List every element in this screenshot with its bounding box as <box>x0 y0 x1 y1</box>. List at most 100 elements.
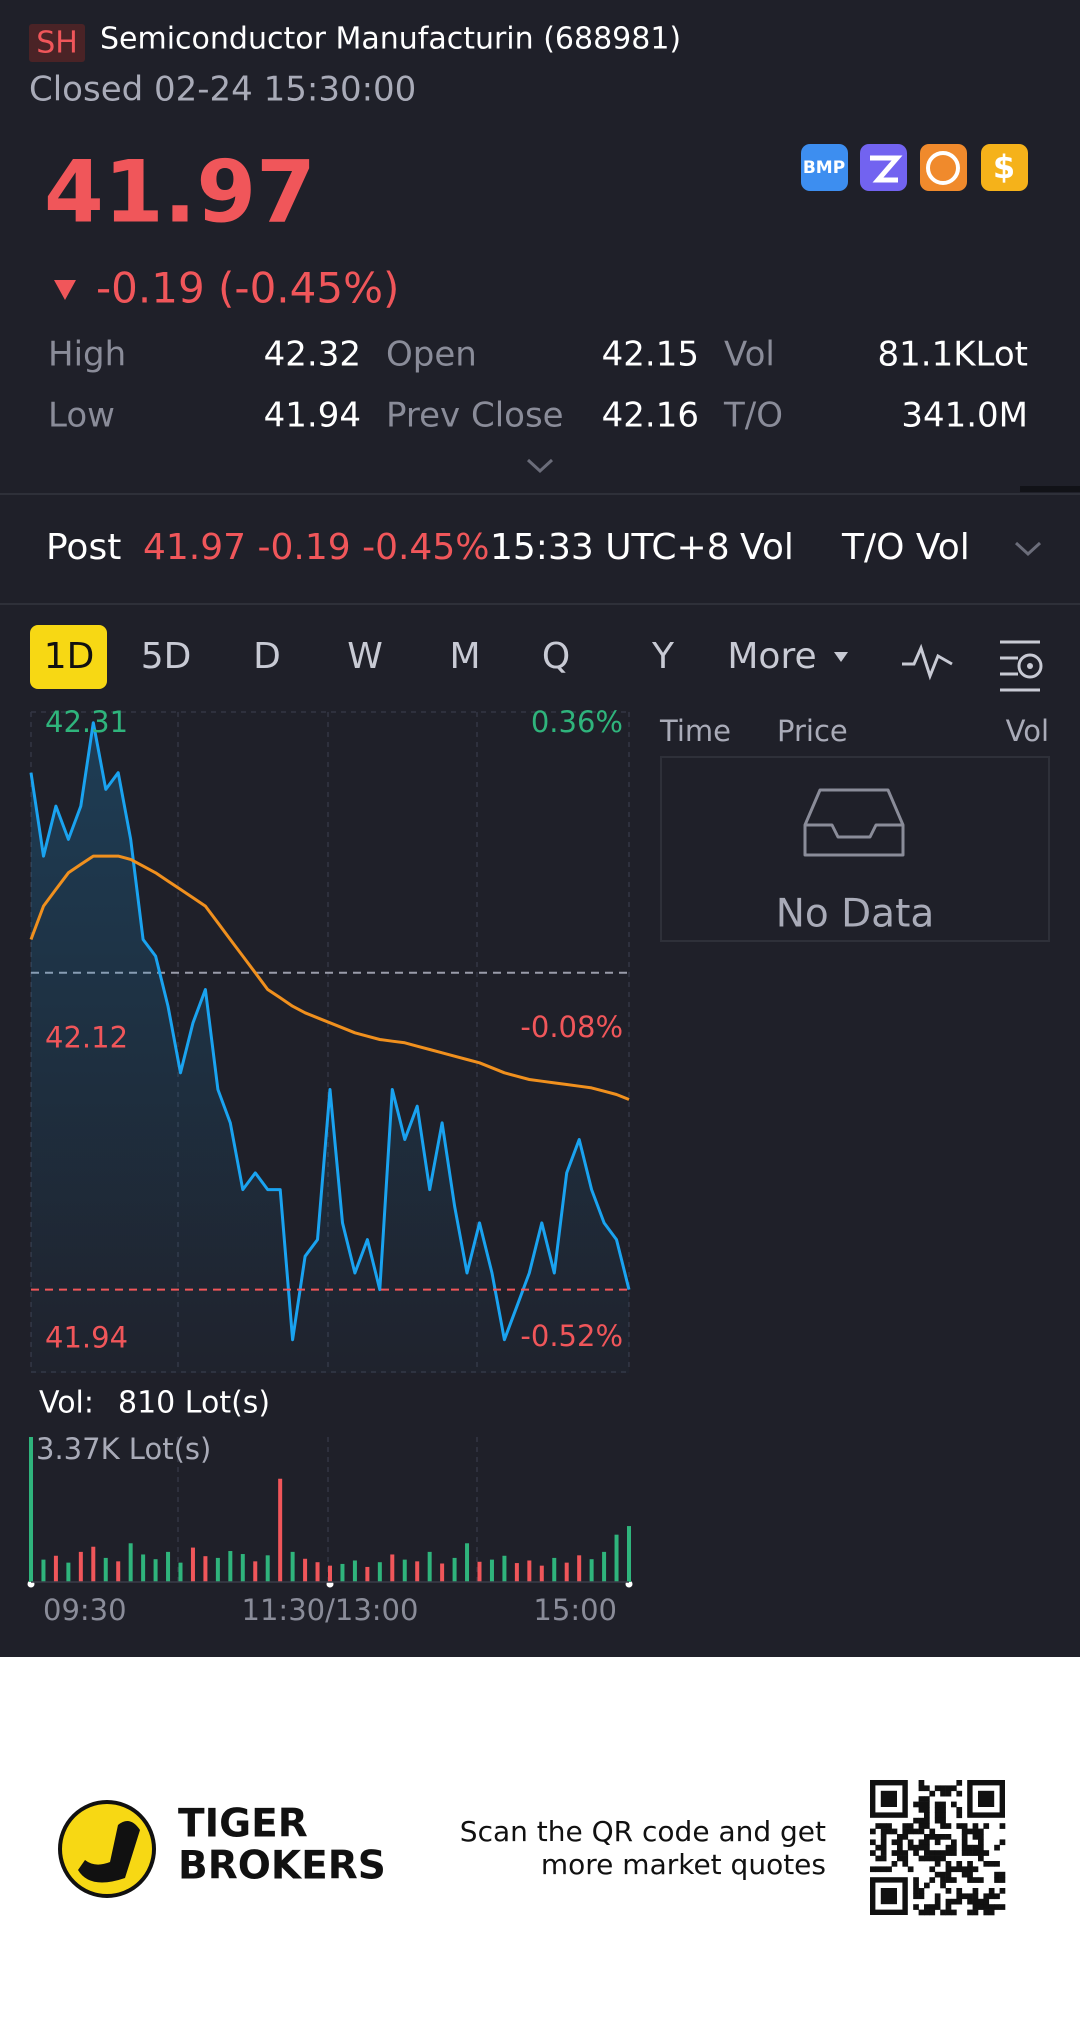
qr-module <box>972 1866 979 1873</box>
qr-module <box>945 1888 952 1894</box>
qr-module <box>924 1855 930 1862</box>
qr-module <box>934 1801 941 1808</box>
exchange-badge <box>29 24 85 62</box>
qr-code <box>870 1779 1006 1916</box>
qr-module <box>918 1828 925 1835</box>
volume-bar <box>240 1554 245 1582</box>
volume-bar <box>265 1555 270 1582</box>
qr-module <box>929 1834 936 1840</box>
qr-module <box>891 1861 898 1867</box>
post-chevron[interactable] <box>1014 541 1042 557</box>
stat-label: Low <box>48 396 115 436</box>
qr-module <box>913 1850 919 1856</box>
settings-icon <box>1017 653 1043 679</box>
post-tab[interactable]: Vol <box>740 527 794 568</box>
qr-module <box>918 1823 925 1829</box>
qr-module <box>934 1893 941 1900</box>
qr-module <box>918 1796 925 1802</box>
qr-module <box>891 1828 898 1835</box>
qr-module <box>961 1834 968 1840</box>
volume-bar <box>128 1543 133 1582</box>
price-line <box>29 721 631 1342</box>
qr-module <box>880 1844 887 1851</box>
period-tab[interactable]: Y <box>651 636 675 677</box>
qr-module <box>897 1850 903 1856</box>
qr-module <box>956 1823 963 1829</box>
badge-z[interactable] <box>860 144 907 191</box>
stat-label: Prev Close <box>386 396 564 436</box>
qr-module <box>875 1855 882 1862</box>
volume-value: 810 Lot(s) <box>118 1386 270 1421</box>
qr-module <box>929 1855 936 1862</box>
qr-module <box>978 1904 984 1910</box>
period-tab[interactable]: W <box>347 636 383 677</box>
qr-module <box>945 1871 952 1878</box>
qr-module <box>999 1888 1006 1894</box>
qr-module <box>918 1780 925 1786</box>
stat-label: High <box>48 335 126 375</box>
qr-module <box>924 1834 930 1840</box>
volume-bar <box>41 1559 46 1582</box>
badge-bmp[interactable] <box>801 144 848 191</box>
indicator-icon[interactable] <box>902 643 953 681</box>
volume-bar <box>564 1562 569 1582</box>
period-tab[interactable]: 1D <box>44 636 95 677</box>
post-time: 15:33 UTC+8 <box>490 527 730 568</box>
qr-module <box>940 1834 946 1840</box>
qr-module <box>907 1866 914 1873</box>
qr-module <box>967 1898 973 1905</box>
brand-name: BROKERS <box>178 1844 386 1889</box>
qr-module <box>907 1844 914 1851</box>
badge-dollar[interactable] <box>981 144 1028 191</box>
volume-bar <box>66 1562 71 1582</box>
qr-module <box>929 1904 936 1910</box>
qr-module <box>924 1904 930 1910</box>
qr-module <box>983 1898 990 1905</box>
qr-module <box>934 1785 941 1792</box>
qr-module <box>934 1850 941 1856</box>
qr-module <box>924 1785 930 1792</box>
qr-module <box>967 1866 973 1873</box>
qr-module <box>945 1898 952 1905</box>
y2-tick-label: -0.08% <box>520 1010 623 1044</box>
qr-module <box>945 1904 952 1910</box>
qr-module <box>907 1823 914 1829</box>
expand-chevron[interactable] <box>526 458 554 474</box>
qr-module <box>870 1866 876 1873</box>
qr-module <box>897 1834 903 1840</box>
qr-module <box>945 1909 952 1916</box>
volume-bar <box>290 1551 295 1582</box>
period-tab[interactable]: M <box>449 636 480 677</box>
period-tab[interactable]: More <box>727 636 816 677</box>
qr-module <box>956 1888 963 1894</box>
settings-icon[interactable] <box>1000 640 1040 692</box>
period-tab[interactable]: D <box>253 636 281 677</box>
x-tick-label: 15:00 <box>533 1593 617 1627</box>
stat-label: Open <box>386 335 477 375</box>
last-price: 41.97 <box>44 142 316 242</box>
period-tab[interactable]: 5D <box>141 636 192 677</box>
qr-module <box>978 1855 984 1862</box>
qr-module <box>913 1877 919 1883</box>
qr-module <box>918 1893 925 1900</box>
period-tab[interactable]: Q <box>542 636 570 677</box>
volume-bar <box>53 1555 58 1582</box>
qr-module <box>978 1828 984 1835</box>
qr-module <box>886 1828 892 1835</box>
qr-module <box>961 1866 968 1873</box>
post-tab[interactable]: T/O Vol <box>841 527 970 568</box>
qr-module <box>940 1801 946 1808</box>
qr-module <box>988 1888 995 1894</box>
volume-bar <box>303 1558 308 1582</box>
qr-module <box>924 1801 930 1808</box>
qr-module <box>929 1909 936 1916</box>
qr-module <box>956 1812 963 1819</box>
stock-title: Semiconductor Manufacturin (688981) <box>100 22 681 57</box>
volume-bar <box>328 1565 332 1582</box>
badge-icon <box>926 151 960 185</box>
qr-module <box>870 1828 876 1835</box>
qr-module <box>945 1861 952 1867</box>
volume-bar <box>315 1562 320 1582</box>
qr-module <box>945 1844 952 1851</box>
qr-module <box>913 1888 919 1894</box>
